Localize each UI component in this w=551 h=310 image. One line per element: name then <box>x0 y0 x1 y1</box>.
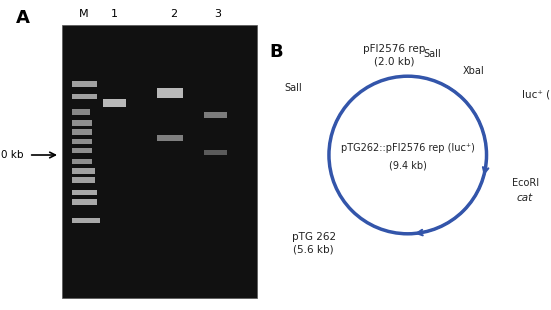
Text: 2: 2 <box>170 9 177 19</box>
FancyBboxPatch shape <box>72 129 92 135</box>
FancyBboxPatch shape <box>62 25 257 298</box>
Text: 2.0 kb: 2.0 kb <box>0 150 24 160</box>
Text: XbaI: XbaI <box>462 66 484 76</box>
Text: cat: cat <box>517 193 533 203</box>
FancyBboxPatch shape <box>72 94 98 99</box>
Text: 1: 1 <box>111 9 118 19</box>
Text: pTG262::pFI2576 rep (luc⁺): pTG262::pFI2576 rep (luc⁺) <box>341 143 474 153</box>
Text: pTG 262: pTG 262 <box>291 232 336 242</box>
Text: (9.4 kb): (9.4 kb) <box>389 161 426 171</box>
FancyBboxPatch shape <box>72 218 100 223</box>
FancyBboxPatch shape <box>72 120 92 126</box>
Text: (5.6 kb): (5.6 kb) <box>294 245 334 255</box>
FancyBboxPatch shape <box>157 88 183 98</box>
FancyBboxPatch shape <box>72 159 92 164</box>
FancyBboxPatch shape <box>72 139 92 144</box>
FancyBboxPatch shape <box>72 190 98 195</box>
Text: 3: 3 <box>214 9 222 19</box>
Text: luc⁺ (1.8 kb): luc⁺ (1.8 kb) <box>522 89 551 99</box>
Text: pFI2576 rep: pFI2576 rep <box>363 44 425 54</box>
Text: A: A <box>16 9 30 27</box>
FancyBboxPatch shape <box>72 199 98 205</box>
Text: M: M <box>78 9 88 19</box>
FancyBboxPatch shape <box>204 112 227 118</box>
FancyBboxPatch shape <box>72 177 95 183</box>
FancyBboxPatch shape <box>72 148 92 153</box>
FancyBboxPatch shape <box>72 109 90 115</box>
FancyBboxPatch shape <box>204 150 227 155</box>
FancyBboxPatch shape <box>72 81 98 87</box>
FancyBboxPatch shape <box>102 99 126 107</box>
Text: EcoRI: EcoRI <box>512 178 539 188</box>
Text: SalI: SalI <box>284 83 302 93</box>
Text: (2.0 kb): (2.0 kb) <box>374 57 414 67</box>
Text: B: B <box>269 43 283 61</box>
FancyBboxPatch shape <box>72 168 95 174</box>
FancyBboxPatch shape <box>157 135 183 141</box>
Text: SalI: SalI <box>423 49 441 59</box>
